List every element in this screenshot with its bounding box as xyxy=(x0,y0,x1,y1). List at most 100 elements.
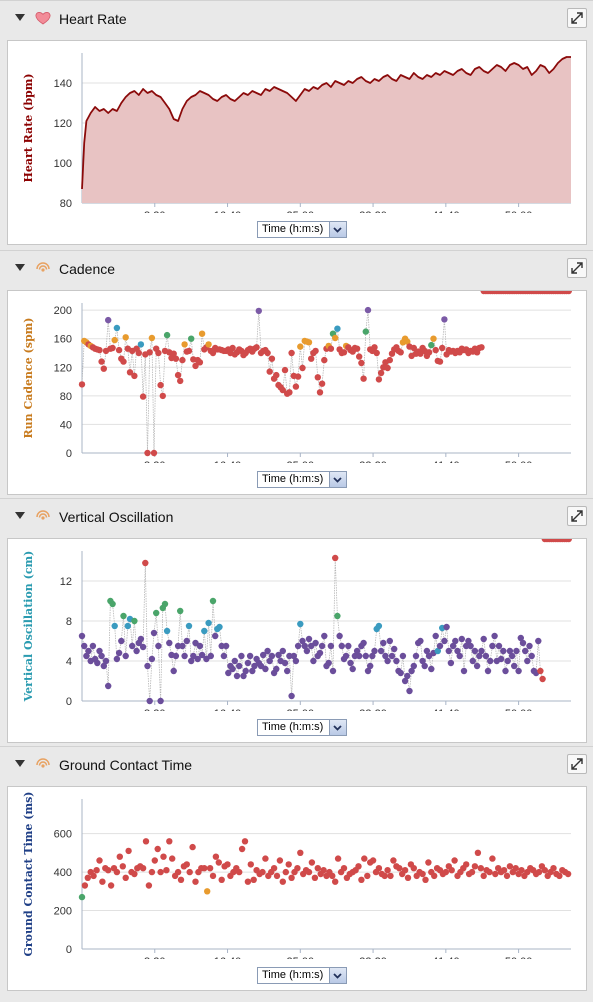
data-point xyxy=(205,341,212,348)
cadence-header[interactable]: Cadence xyxy=(0,250,593,285)
data-point xyxy=(386,637,393,645)
connector-line xyxy=(81,310,482,454)
data-point xyxy=(244,878,252,885)
data-point xyxy=(434,647,441,655)
data-point xyxy=(417,637,424,645)
data-point xyxy=(238,845,246,853)
data-point xyxy=(441,637,448,645)
heart-rate-header[interactable]: Heart Rate xyxy=(0,0,593,35)
data-point xyxy=(431,872,438,880)
data-point xyxy=(233,672,241,680)
expand-button[interactable] xyxy=(567,258,587,278)
data-point xyxy=(212,853,220,860)
data-point xyxy=(404,874,412,881)
heart-rate-chart: 80 100 120 140 8:20 16:40 25:00 33:20 41:40 50:00… xyxy=(22,53,571,213)
collapse-triangle-icon[interactable] xyxy=(15,264,25,271)
data-point xyxy=(522,647,529,655)
data-point xyxy=(550,865,557,872)
data-point xyxy=(408,667,415,675)
dropdown-button[interactable] xyxy=(329,472,346,487)
data-point xyxy=(410,865,417,872)
dropdown-button[interactable] xyxy=(329,968,346,983)
data-point xyxy=(390,857,397,864)
data-point xyxy=(150,449,158,457)
data-point xyxy=(432,346,439,354)
expand-button[interactable] xyxy=(567,8,587,28)
time-select[interactable]: Time (h:m:s) xyxy=(257,967,347,984)
data-point xyxy=(303,647,311,655)
data-point xyxy=(98,358,105,365)
chevron-down-icon xyxy=(333,477,342,483)
data-point xyxy=(463,642,470,650)
data-point xyxy=(541,867,548,874)
data-point xyxy=(397,349,404,356)
y-tick-label: 4 xyxy=(66,656,72,668)
data-point xyxy=(421,662,428,670)
data-point xyxy=(262,855,269,862)
time-select[interactable]: Time (h:m:s) xyxy=(257,719,347,736)
data-point xyxy=(285,861,292,868)
data-point xyxy=(486,868,493,876)
time-select[interactable]: Time (h:m:s) xyxy=(257,221,347,238)
data-point xyxy=(375,376,383,383)
heart-rate-line xyxy=(81,56,571,190)
data-point xyxy=(78,381,86,388)
data-point xyxy=(463,861,470,868)
data-point xyxy=(275,651,282,659)
data-point xyxy=(519,639,527,647)
data-point xyxy=(122,652,129,660)
ground-contact-time-header[interactable]: Ground Contact Time xyxy=(0,746,593,781)
data-point xyxy=(336,632,343,640)
collapse-triangle-icon[interactable] xyxy=(15,760,25,767)
data-point xyxy=(401,867,409,874)
x-tick-label: 8:20 xyxy=(144,460,165,463)
vertical-oscillation-section: Vertical Oscillation 0 4 8 12 8:20 16:40 25:00… xyxy=(0,498,593,746)
data-point xyxy=(297,620,304,628)
data-point xyxy=(137,341,145,348)
data-point xyxy=(316,389,324,396)
data-point xyxy=(253,344,260,351)
data-point xyxy=(93,867,100,874)
data-point xyxy=(364,872,371,880)
data-point xyxy=(349,665,356,673)
data-point xyxy=(166,838,173,845)
data-point xyxy=(465,637,472,645)
data-point xyxy=(282,868,289,876)
data-point xyxy=(139,643,147,651)
data-point xyxy=(539,675,546,683)
data-point xyxy=(212,632,219,640)
expand-button[interactable] xyxy=(567,754,587,774)
data-point xyxy=(89,642,97,650)
data-point xyxy=(109,600,116,608)
data-point xyxy=(148,655,156,663)
collapse-triangle-icon[interactable] xyxy=(15,14,25,21)
y-tick-label: 40 xyxy=(60,419,72,431)
time-select[interactable]: Time (h:m:s) xyxy=(257,471,347,488)
dropdown-button[interactable] xyxy=(329,222,346,237)
dropdown-button[interactable] xyxy=(329,720,346,735)
data-point xyxy=(356,353,363,360)
vertical-oscillation-header[interactable]: Vertical Oscillation xyxy=(0,498,593,533)
expand-button[interactable] xyxy=(567,506,587,526)
chevron-down-icon xyxy=(333,973,342,979)
collapse-triangle-icon[interactable] xyxy=(15,512,25,519)
data-point xyxy=(174,868,182,876)
chevron-down-icon xyxy=(333,227,342,233)
data-point xyxy=(172,652,180,660)
data-point xyxy=(84,874,92,881)
data-point xyxy=(183,861,190,868)
data-point xyxy=(100,365,108,372)
data-point xyxy=(537,667,544,675)
data-point xyxy=(371,344,378,351)
heart-rate-area xyxy=(82,57,571,203)
y-tick-label: 120 xyxy=(54,118,72,130)
data-point xyxy=(157,868,164,876)
data-point xyxy=(186,868,193,876)
y-tick-label: 8 xyxy=(66,616,72,628)
data-point xyxy=(305,339,313,346)
y-tick-label: 80 xyxy=(60,391,72,403)
vertical-oscillation-panel: 0 4 8 12 8:20 16:40 25:00 33:20 41:40 50:00 Vertic… xyxy=(7,538,587,743)
data-point xyxy=(160,853,167,860)
x-tick-label: 50:00 xyxy=(505,210,533,213)
data-point xyxy=(259,868,266,876)
